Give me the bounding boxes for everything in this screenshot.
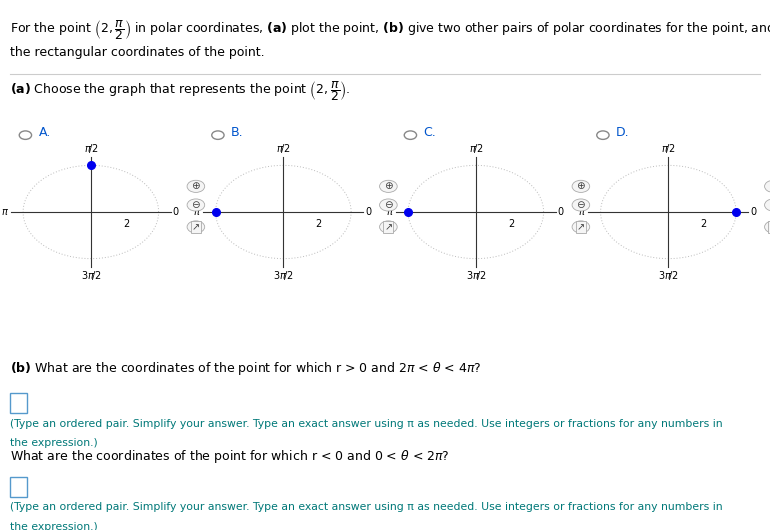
Text: $\bf{(b)}$ What are the coordinates of the point for which r > 0 and 2$\pi$ < $\: $\bf{(b)}$ What are the coordinates of t… (10, 360, 481, 377)
Text: 0: 0 (750, 207, 756, 217)
Circle shape (380, 180, 397, 192)
Text: ↗: ↗ (192, 222, 200, 232)
Circle shape (187, 221, 205, 233)
Text: $\pi\!/2$: $\pi\!/2$ (469, 142, 483, 155)
Text: the rectangular coordinates of the point.: the rectangular coordinates of the point… (10, 46, 265, 59)
Text: ⊖: ⊖ (192, 200, 200, 210)
Text: 2: 2 (316, 219, 322, 229)
Circle shape (572, 180, 590, 192)
Text: $3\pi\!/2$: $3\pi\!/2$ (658, 269, 678, 282)
Text: 2: 2 (701, 219, 707, 229)
Text: ⊕: ⊕ (769, 181, 770, 191)
Text: ⊖: ⊖ (577, 200, 585, 210)
Text: the expression.): the expression.) (10, 438, 98, 448)
Text: 0: 0 (557, 207, 564, 217)
Text: $3\pi\!/2$: $3\pi\!/2$ (466, 269, 486, 282)
Text: For the point $\left(2,\dfrac{\pi}{2}\right)$ in polar coordinates, $\bf{(a)}$ p: For the point $\left(2,\dfrac{\pi}{2}\ri… (10, 19, 770, 42)
Text: ↗: ↗ (384, 222, 393, 232)
Text: $\pi\!/2$: $\pi\!/2$ (661, 142, 675, 155)
Text: What are the coordinates of the point for which r < 0 and 0 < $\theta$ < 2$\pi$?: What are the coordinates of the point fo… (10, 448, 450, 465)
Text: D.: D. (616, 126, 630, 139)
Text: $\pi$: $\pi$ (1, 207, 9, 217)
Text: ⊕: ⊕ (384, 181, 393, 191)
Text: $\pi$: $\pi$ (386, 207, 394, 217)
FancyBboxPatch shape (10, 477, 27, 497)
Text: 2: 2 (508, 219, 514, 229)
Text: 0: 0 (172, 207, 179, 217)
Circle shape (572, 221, 590, 233)
Text: A.: A. (38, 126, 51, 139)
Circle shape (765, 221, 770, 233)
Circle shape (765, 199, 770, 211)
Circle shape (187, 180, 205, 192)
Text: ⊕: ⊕ (577, 181, 585, 191)
Text: 2: 2 (123, 219, 129, 229)
Text: ⊕: ⊕ (192, 181, 200, 191)
Text: (Type an ordered pair. Simplify your answer. Type an exact answer using π as nee: (Type an ordered pair. Simplify your ans… (10, 502, 722, 513)
Text: ↗: ↗ (577, 222, 585, 232)
Text: ⊖: ⊖ (384, 200, 393, 210)
Circle shape (765, 180, 770, 192)
Text: B.: B. (231, 126, 243, 139)
Circle shape (572, 199, 590, 211)
FancyBboxPatch shape (10, 393, 27, 413)
Text: the expression.): the expression.) (10, 522, 98, 530)
Text: C.: C. (424, 126, 437, 139)
Circle shape (380, 199, 397, 211)
Text: $\pi\!/2$: $\pi\!/2$ (84, 142, 98, 155)
Text: $\pi$: $\pi$ (578, 207, 587, 217)
Text: $3\pi\!/2$: $3\pi\!/2$ (81, 269, 101, 282)
Circle shape (187, 199, 205, 211)
Text: ⊖: ⊖ (769, 200, 770, 210)
Text: (Type an ordered pair. Simplify your answer. Type an exact answer using π as nee: (Type an ordered pair. Simplify your ans… (10, 419, 722, 429)
Text: $3\pi\!/2$: $3\pi\!/2$ (273, 269, 293, 282)
Text: $\pi\!/2$: $\pi\!/2$ (276, 142, 290, 155)
Text: 0: 0 (365, 207, 371, 217)
Text: $\bf{(a)}$ Choose the graph that represents the point $\left(2,\dfrac{\pi}{2}\ri: $\bf{(a)}$ Choose the graph that represe… (10, 80, 350, 103)
Text: $\pi$: $\pi$ (193, 207, 202, 217)
Circle shape (380, 221, 397, 233)
